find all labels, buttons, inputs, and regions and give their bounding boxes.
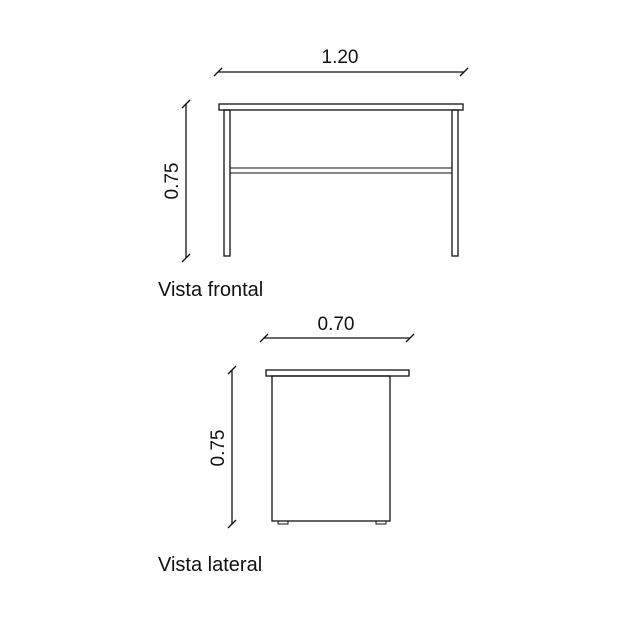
front-height-dimension: 0.75 xyxy=(162,99,191,263)
front-view-caption: Vista frontal xyxy=(158,279,263,301)
side-panel xyxy=(271,375,391,522)
side-left-foot xyxy=(277,520,289,525)
side-height-dimension: 0.75 xyxy=(208,365,237,529)
front-view: 1.20 0.75 Vista frontal xyxy=(158,47,469,301)
side-width-dimension: 0.70 xyxy=(259,314,415,343)
side-right-foot xyxy=(375,520,387,525)
front-table-top xyxy=(218,103,464,111)
front-crossbar xyxy=(230,167,452,174)
side-view: 0.70 0.75 Vista lateral xyxy=(158,314,415,576)
side-height-label: 0.75 xyxy=(208,430,229,467)
front-height-label: 0.75 xyxy=(162,163,183,200)
front-width-dimension: 1.20 xyxy=(213,47,469,77)
side-width-label: 0.70 xyxy=(318,314,355,335)
side-view-caption: Vista lateral xyxy=(158,554,262,576)
side-table-top xyxy=(265,369,410,377)
front-right-leg xyxy=(451,109,459,257)
front-width-label: 1.20 xyxy=(322,47,359,68)
front-left-leg xyxy=(223,109,231,257)
